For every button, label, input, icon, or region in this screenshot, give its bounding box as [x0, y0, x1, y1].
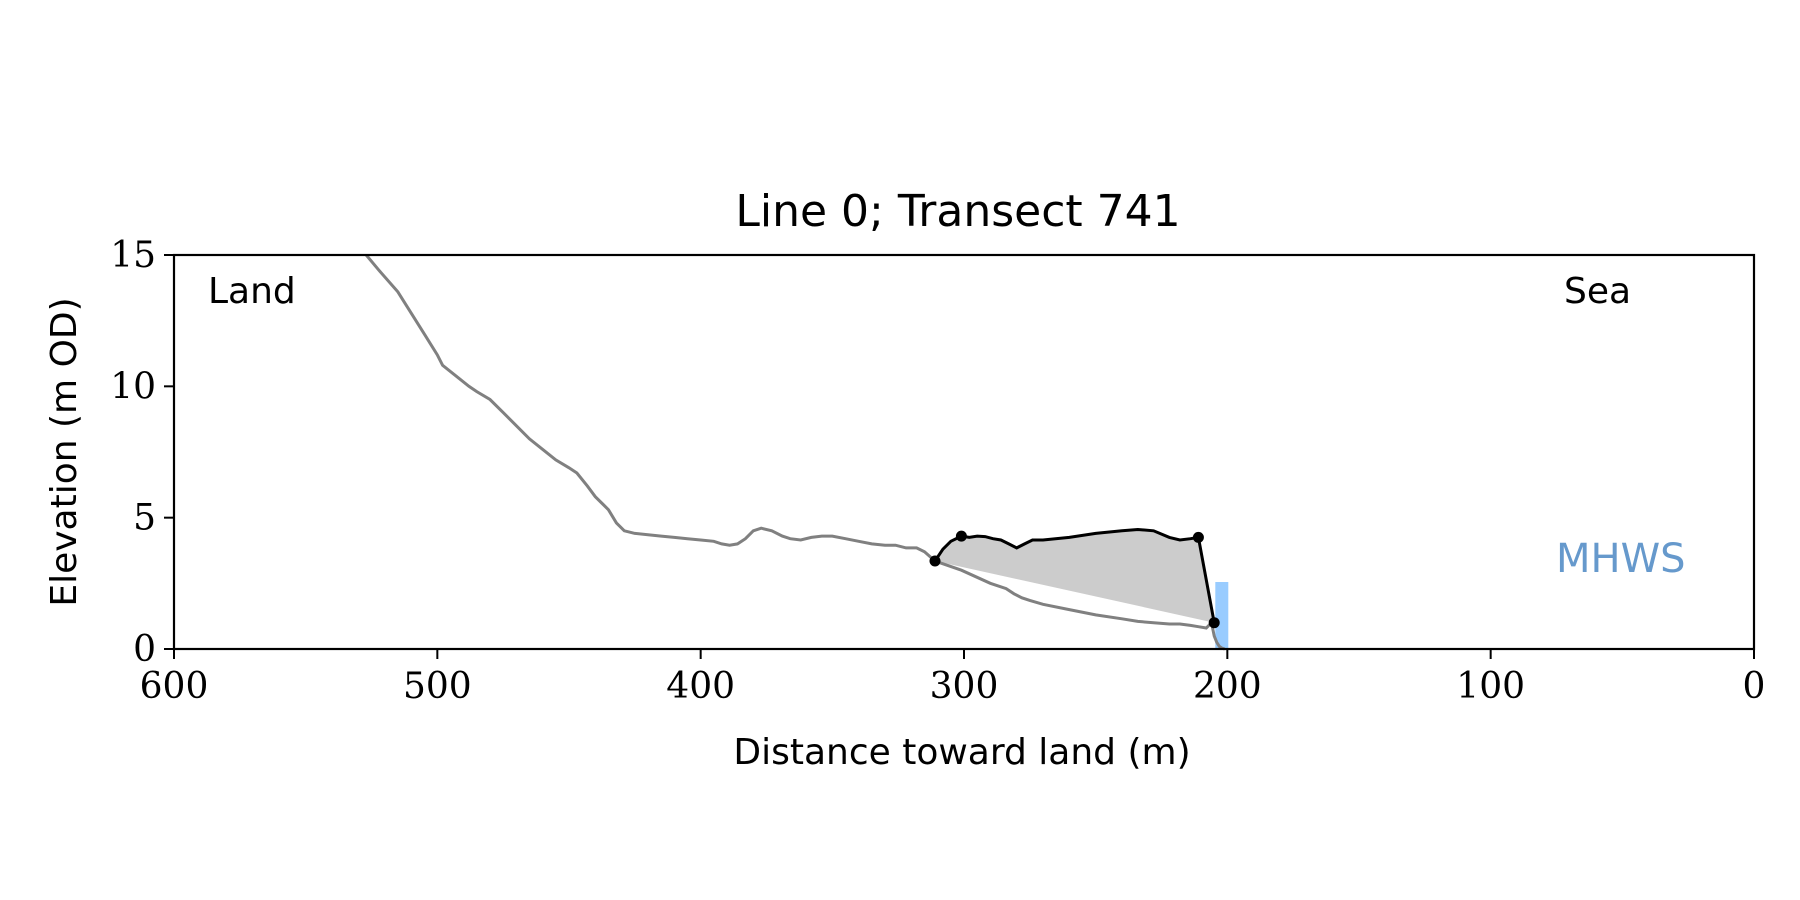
y-axis-ticks: 0 5 10 15: [110, 235, 174, 670]
x-tick-label: 600: [140, 666, 209, 707]
dune-markers: [929, 530, 1220, 629]
x-tick-label: 100: [1456, 666, 1525, 707]
y-axis-label: Elevation (m OD): [44, 297, 85, 606]
y-tick-label: 5: [133, 498, 156, 539]
profile-line: [365, 254, 1226, 651]
dune-marker: [929, 555, 941, 567]
dune-volume-fill: [935, 529, 1215, 623]
x-axis-ticks: 600 500 400 300 200 100 0: [140, 649, 1766, 707]
land-label: Land: [208, 271, 296, 312]
y-tick-label: 10: [110, 366, 156, 407]
x-axis-label: Distance toward land (m): [733, 732, 1190, 773]
x-tick-label: 300: [930, 666, 999, 707]
x-tick-label: 400: [666, 666, 735, 707]
x-tick-label: 500: [403, 666, 472, 707]
x-tick-label: 200: [1193, 666, 1262, 707]
plot-area: [365, 254, 1229, 651]
dune-marker: [1208, 617, 1220, 629]
sea-label: Sea: [1564, 271, 1631, 312]
x-tick-label: 0: [1743, 666, 1766, 707]
mhws-label: MHWS: [1556, 536, 1686, 582]
y-tick-label: 15: [110, 235, 156, 276]
y-tick-label: 0: [133, 629, 156, 670]
dune-marker: [955, 530, 967, 542]
dune-line: [933, 527, 1216, 623]
chart-title: Line 0; Transect 741: [735, 186, 1180, 237]
mhws-bar: [1215, 582, 1229, 649]
dune-marker: [1192, 531, 1204, 543]
